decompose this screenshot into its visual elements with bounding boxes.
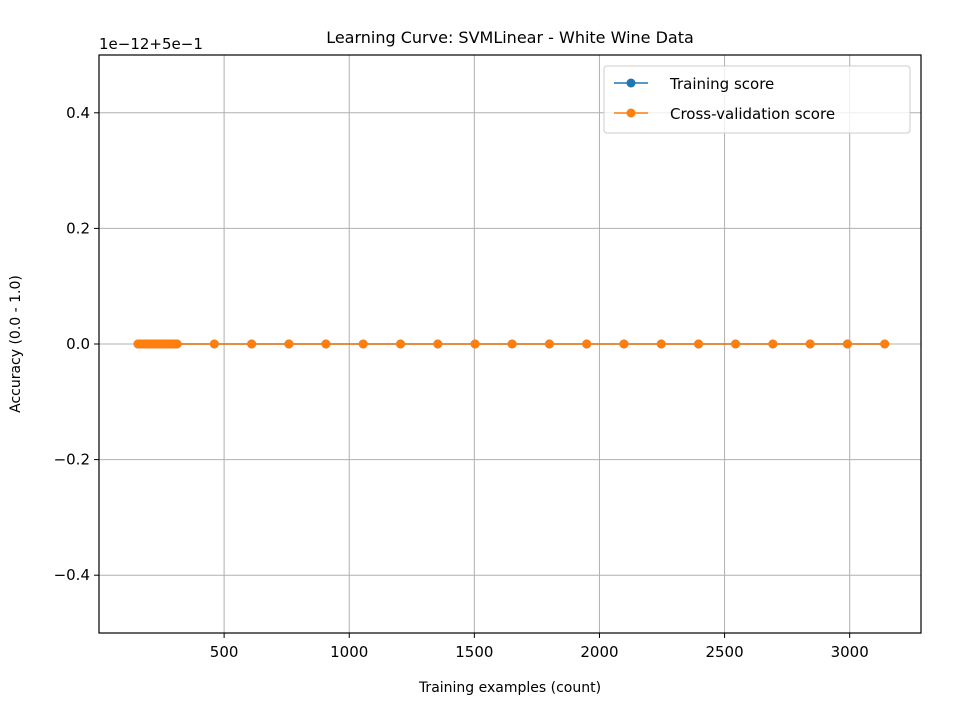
- cv-series-point: [731, 339, 741, 349]
- y-tick-label: −0.2: [54, 451, 90, 469]
- x-axis-label: Training examples (count): [418, 680, 601, 696]
- x-tick-label: 1500: [455, 643, 493, 661]
- cv-series-point: [358, 339, 368, 349]
- cv-series-point: [172, 339, 182, 349]
- y-axis-ticks: 0.4 0.2 0.0 −0.2 −0.4: [54, 104, 99, 584]
- series-layer: [133, 339, 890, 349]
- cv-series-point: [396, 339, 406, 349]
- x-tick-label: 500: [210, 643, 239, 661]
- legend-cv-label: Cross-validation score: [670, 105, 835, 123]
- cv-series-point: [209, 339, 219, 349]
- legend-cv-marker: [626, 108, 636, 118]
- y-offset-text: 1e−12+5e−1: [99, 35, 203, 53]
- cv-series-point: [470, 339, 480, 349]
- x-tick-label: 2000: [580, 643, 618, 661]
- cv-series-point: [433, 339, 443, 349]
- cv-series-point: [321, 339, 331, 349]
- legend-training-marker: [626, 78, 636, 88]
- cv-series-point: [805, 339, 815, 349]
- x-axis-ticks: 500 1000 1500 2000 2500 3000: [210, 633, 869, 661]
- cv-series-point: [694, 339, 704, 349]
- y-axis-label: Accuracy (0.0 - 1.0): [8, 275, 24, 413]
- cv-series-point: [619, 339, 629, 349]
- cv-series-point: [284, 339, 294, 349]
- y-tick-label: −0.4: [54, 566, 90, 584]
- legend-training-label: Training score: [669, 75, 774, 93]
- cv-series-point: [544, 339, 554, 349]
- x-tick-label: 2500: [705, 643, 743, 661]
- cv-series-point: [842, 339, 852, 349]
- y-tick-label: 0.0: [66, 335, 90, 353]
- x-tick-label: 1000: [330, 643, 368, 661]
- cv-series-point: [247, 339, 257, 349]
- cv-series-point: [880, 339, 890, 349]
- x-tick-label: 3000: [831, 643, 869, 661]
- cv-series-point: [768, 339, 778, 349]
- y-tick-label: 0.4: [66, 104, 90, 122]
- chart-title: Learning Curve: SVMLinear - White Wine D…: [326, 28, 694, 47]
- cv-series-point: [582, 339, 592, 349]
- cv-series-point: [656, 339, 666, 349]
- legend-box: [603, 65, 911, 134]
- y-tick-label: 0.2: [66, 219, 90, 237]
- legend: Training score Cross-validation score: [603, 65, 911, 134]
- cv-series-point: [507, 339, 517, 349]
